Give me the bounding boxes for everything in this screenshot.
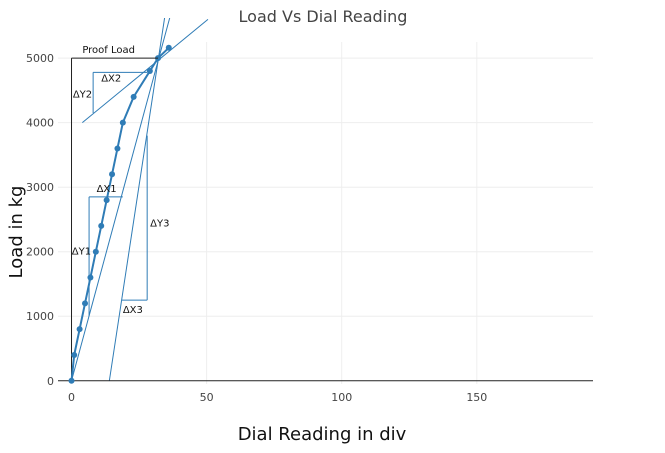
- data-point: [82, 300, 89, 307]
- data-point: [130, 93, 137, 100]
- y-tick-label: 2000: [26, 246, 54, 259]
- dy1-label: ΔY1: [72, 247, 91, 258]
- x-axis-title: Dial Reading in div: [238, 424, 407, 445]
- data-point: [146, 68, 153, 75]
- data-point: [87, 274, 94, 281]
- data-point: [119, 119, 126, 126]
- y-tick-label: 0: [47, 375, 54, 388]
- x-tick-label: 50: [200, 391, 214, 404]
- y-tick-label: 1000: [26, 310, 54, 323]
- data-point: [103, 197, 110, 204]
- dy3-label: ΔY3: [150, 219, 169, 230]
- proof-load-label: Proof Load: [82, 45, 135, 56]
- x-tick-label: 150: [466, 391, 487, 404]
- y-axis-title: Load in kg: [6, 186, 27, 279]
- data-point: [68, 377, 75, 384]
- data-point: [98, 222, 105, 229]
- x-tick-label: 0: [68, 391, 75, 404]
- annotation-layer: Proof Load ΔX2 ΔY2 ΔX1 ΔY1 ΔX3 ΔY3: [71, 45, 169, 317]
- data-point: [76, 326, 83, 333]
- dx3-label: ΔX3: [123, 305, 143, 316]
- dx2-label: ΔX2: [101, 73, 121, 84]
- dx1-label: ΔX1: [97, 184, 117, 195]
- data-point: [71, 351, 78, 358]
- dy2-label: ΔY2: [73, 90, 92, 101]
- data-point: [92, 248, 99, 255]
- tangent-line: [82, 19, 209, 124]
- data-point: [165, 44, 172, 51]
- y-tick-label: 5000: [26, 52, 54, 65]
- chart-title: Load Vs Dial Reading: [239, 7, 408, 26]
- axis-layer: [58, 58, 593, 382]
- y-tick-label: 4000: [26, 117, 54, 130]
- data-point: [114, 145, 121, 152]
- y-tick-label: 3000: [26, 181, 54, 194]
- tick-layer: 0 50 100 150 0 1000 2000 3000 4000 5000: [26, 52, 487, 404]
- x-tick-label: 100: [331, 391, 352, 404]
- data-point: [109, 171, 116, 178]
